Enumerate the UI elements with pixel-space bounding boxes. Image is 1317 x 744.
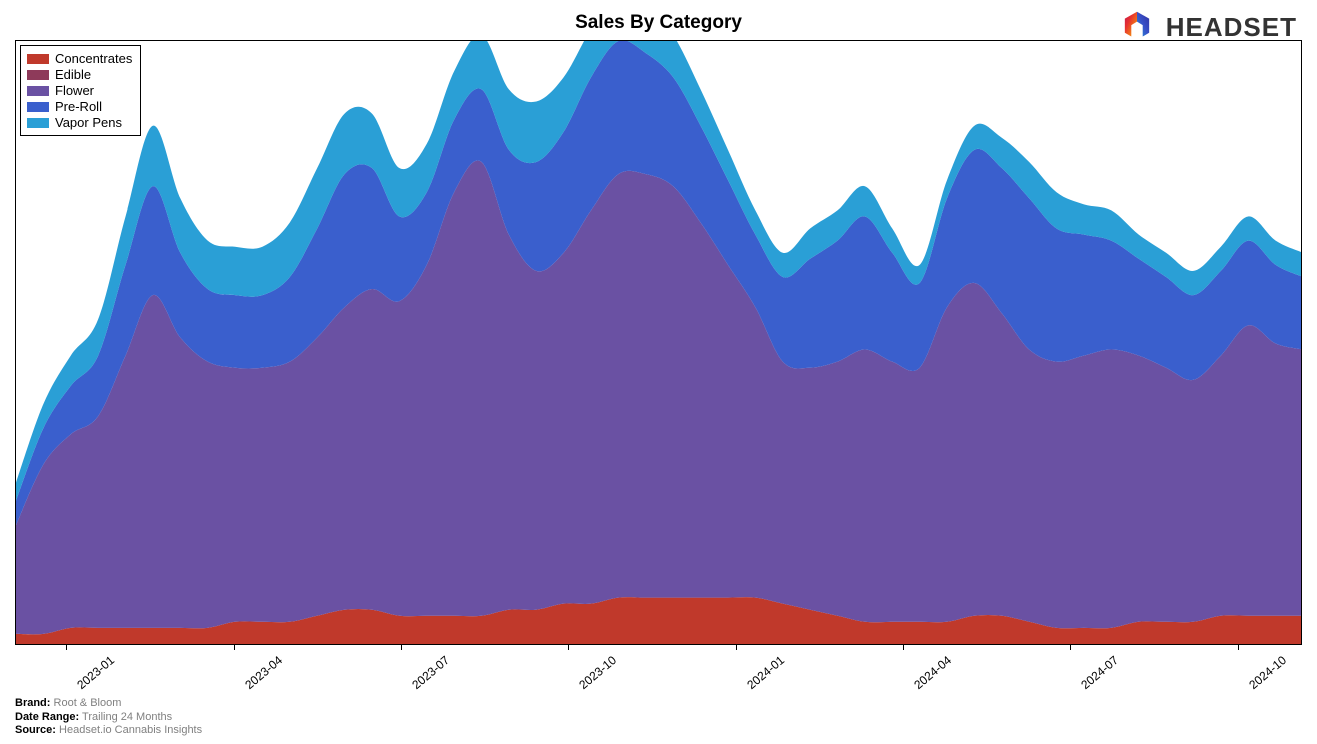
- chart-plot-area: ConcentratesEdibleFlowerPre-RollVapor Pe…: [15, 40, 1302, 645]
- legend-swatch: [27, 118, 49, 128]
- legend-label: Edible: [55, 67, 91, 82]
- legend-swatch: [27, 86, 49, 96]
- x-tick-label: 2024-01: [744, 653, 787, 692]
- legend-label: Pre-Roll: [55, 99, 102, 114]
- footer-range-value: Trailing 24 Months: [82, 711, 172, 723]
- x-axis: 2023-01 2023-04 2023-07 2023-10 2024-01 2024-…: [15, 645, 1302, 705]
- x-tick-label: 2024-04: [911, 653, 954, 692]
- x-tick-label: 2023-07: [409, 653, 452, 692]
- legend-item: Vapor Pens: [27, 115, 132, 130]
- x-tick-mark: [401, 645, 402, 650]
- legend-label: Concentrates: [55, 51, 132, 66]
- x-tick-mark: [66, 645, 67, 650]
- x-tick-label: 2024-10: [1246, 653, 1289, 692]
- footer-brand-label: Brand:: [15, 697, 50, 709]
- footer-brand-value: Root & Bloom: [54, 697, 122, 709]
- footer-source-value: Headset.io Cannabis Insights: [59, 724, 202, 736]
- x-tick-label: 2023-01: [75, 653, 118, 692]
- legend-label: Flower: [55, 83, 94, 98]
- brand-logo-text: HEADSET: [1166, 12, 1297, 43]
- x-tick-mark: [736, 645, 737, 650]
- legend-label: Vapor Pens: [55, 115, 122, 130]
- chart-legend: ConcentratesEdibleFlowerPre-RollVapor Pe…: [20, 45, 141, 136]
- footer-range-label: Date Range:: [15, 711, 79, 723]
- legend-swatch: [27, 102, 49, 112]
- x-tick-label: 2024-07: [1079, 653, 1122, 692]
- x-tick-mark: [903, 645, 904, 650]
- legend-item: Flower: [27, 83, 132, 98]
- x-tick-mark: [568, 645, 569, 650]
- x-tick-label: 2023-10: [577, 653, 620, 692]
- legend-swatch: [27, 70, 49, 80]
- legend-swatch: [27, 54, 49, 64]
- legend-item: Edible: [27, 67, 132, 82]
- legend-item: Pre-Roll: [27, 99, 132, 114]
- chart-footer: Brand: Root & Bloom Date Range: Trailing…: [15, 697, 202, 738]
- chart-svg: [16, 41, 1302, 645]
- legend-item: Concentrates: [27, 51, 132, 66]
- x-tick-mark: [1070, 645, 1071, 650]
- x-tick-label: 2023-04: [242, 653, 285, 692]
- footer-source-label: Source:: [15, 724, 56, 736]
- x-tick-mark: [234, 645, 235, 650]
- x-tick-mark: [1238, 645, 1239, 650]
